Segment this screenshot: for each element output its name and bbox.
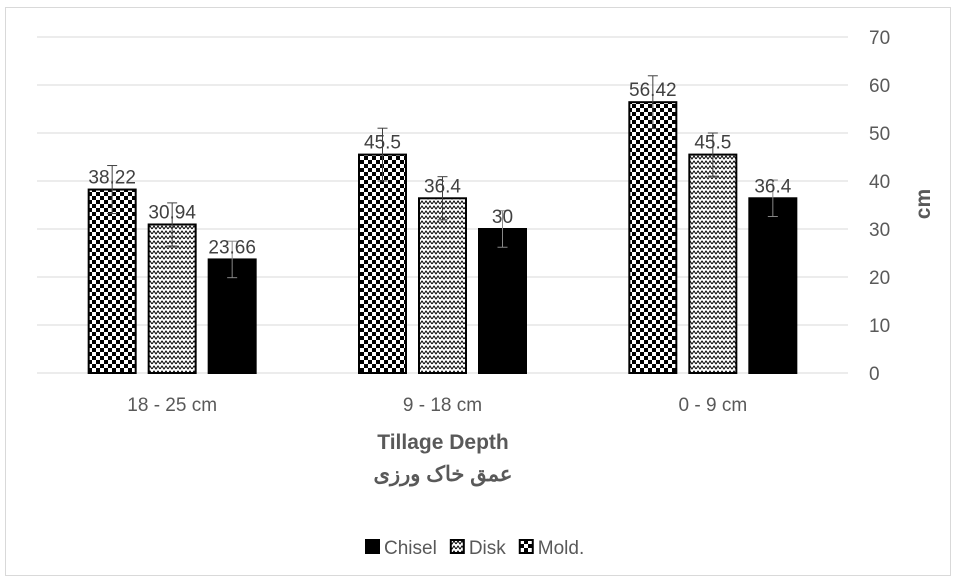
data-label: 45.5: [694, 133, 731, 154]
y-tick-label: 0: [869, 364, 880, 385]
bar-disk: [147, 223, 197, 374]
y-tick-label: 30: [869, 220, 890, 241]
legend-item-mold: Mold.: [518, 538, 584, 559]
legend: Chisel Disk Mold.: [365, 538, 584, 559]
legend-label: Disk: [469, 538, 506, 559]
data-label: 23.66: [208, 237, 256, 258]
data-label: 45.5: [364, 133, 401, 154]
error-bar: [647, 75, 658, 130]
bar-disk: [418, 197, 467, 374]
error-bar: [107, 165, 118, 215]
legend-label: Chisel: [384, 538, 437, 559]
legend-label: Mold.: [538, 538, 584, 559]
y-tick-label: 70: [869, 28, 890, 49]
x-axis-ticks: 18 - 25 cm 9 - 18 cm 0 - 9 cm: [127, 395, 747, 416]
data-label: 56.42: [629, 80, 677, 101]
legend-item-chisel: Chisel: [365, 538, 437, 559]
bar-mold: [628, 101, 678, 375]
data-label: 30.94: [148, 202, 196, 223]
x-tick-label: 9 - 18 cm: [403, 395, 482, 416]
y-tick-label: 60: [869, 76, 890, 97]
legend-swatch: [518, 539, 534, 554]
y-tick-label: 10: [869, 316, 890, 337]
x-tick-label: 18 - 25 cm: [127, 395, 217, 416]
bar-chisel: [207, 258, 257, 375]
y-tick-label: 20: [869, 268, 890, 289]
data-label: 36.4: [424, 176, 461, 197]
x-tick-label: 0 - 9 cm: [679, 395, 748, 416]
bar-chisel: [478, 228, 527, 374]
error-bar: [437, 176, 448, 221]
bar-mold: [358, 153, 407, 374]
error-bar: [377, 127, 388, 182]
bar-disk: [688, 153, 738, 374]
y-axis-title: cm: [912, 189, 935, 219]
error-bar: [227, 240, 238, 279]
bars: [87, 75, 798, 375]
data-labels: 38.22 30.94 23.66 45.5 36.4 30 56.42 45.5 36.4: [88, 80, 791, 258]
data-label: 30: [492, 207, 513, 228]
y-tick-label: 50: [869, 124, 890, 145]
x-axis-title-secondary: عمق خاک ورزی: [374, 463, 513, 487]
y-axis-ticks: 0 10 20 30 40 50 60 70: [869, 28, 890, 385]
data-label: 38.22: [88, 168, 136, 189]
bar-chisel: [748, 197, 798, 374]
error-bar: [767, 179, 778, 218]
legend-swatch: [449, 539, 465, 554]
error-bar: [707, 132, 718, 177]
data-label: 36.4: [754, 176, 791, 197]
y-tick-label: 40: [869, 172, 890, 193]
legend-swatch: [365, 539, 380, 554]
error-bar: [167, 202, 178, 247]
x-axis-title: Tillage Depth: [377, 431, 508, 454]
error-bar: [497, 210, 508, 248]
legend-item-disk: Disk: [449, 538, 506, 559]
bar-mold: [87, 188, 137, 374]
